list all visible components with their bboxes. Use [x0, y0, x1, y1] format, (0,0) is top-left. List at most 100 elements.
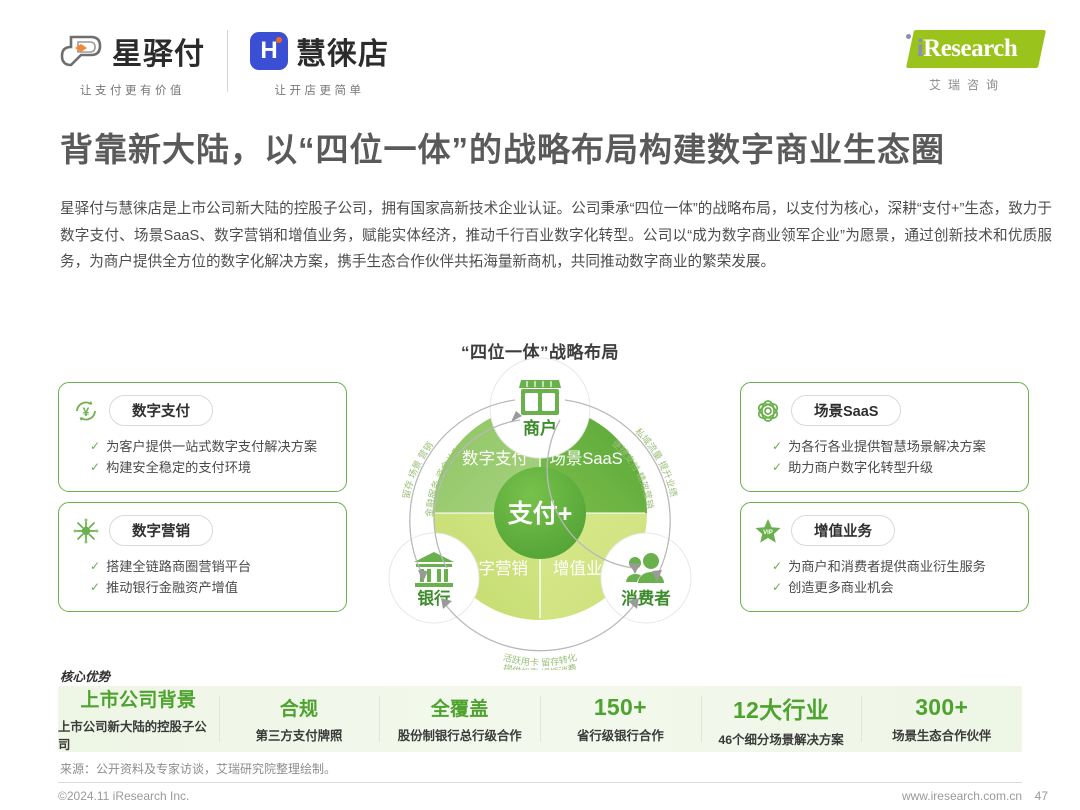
- card-bullet-list: ✓ 为商户和消费者提供商业衍生服务 ✓ 创造更多商业机会: [772, 556, 1015, 598]
- logo-accent-dot: [276, 37, 282, 43]
- stat-subtitle: 省行级银行合作: [576, 729, 664, 743]
- logo-divider: [227, 30, 228, 92]
- stat-value: 150+: [593, 694, 647, 720]
- stat-banks-150[interactable]: 150+ 省行级银行合作: [540, 686, 701, 752]
- check-icon: ✓: [90, 580, 101, 594]
- shop-icon: [519, 380, 561, 415]
- list-item: ✓ 搭建全链路商圈营销平台: [90, 556, 333, 577]
- bullet-text: 助力商户数字化转型升级: [788, 460, 934, 475]
- check-icon: ✓: [90, 439, 101, 453]
- list-item: ✓ 助力商户数字化转型升级: [772, 457, 1015, 478]
- stat-industries-12[interactable]: 12大行业 46个细分场景解决方案: [700, 686, 862, 752]
- check-icon: ✓: [772, 460, 783, 474]
- copyright-text: ©2024.11 iResearch Inc.: [58, 789, 190, 803]
- iresearch-i: i: [916, 35, 924, 62]
- bullet-text: 推动银行金融资产增值: [106, 580, 238, 595]
- stat-value: 上市公司背景: [80, 690, 197, 711]
- stat-partners-300[interactable]: 300+ 场景生态合作伙伴: [861, 686, 1022, 752]
- four-in-one-wheel: 数字支付 场景SaaS 数字营销 增值业务 支付+ 商户: [388, 357, 692, 670]
- core-advantages-section: 核心优势 上市公司背景 上市公司新大陆的控股子公司 合规 第三方支付牌照 全覆盖…: [58, 668, 1022, 752]
- bullet-text: 构建安全稳定的支付环境: [106, 460, 252, 475]
- arrow-heads: [418, 411, 662, 609]
- stat-subtitle: 场景生态合作伙伴: [892, 729, 992, 743]
- yuan-recycle-icon: ¥: [72, 397, 100, 425]
- stat-subtitle: 股份制银行总行级合作: [397, 729, 522, 743]
- core-advantages-label: 核心优势: [60, 670, 111, 684]
- card-header: 场景SaaS: [754, 395, 1015, 426]
- svg-text:¥: ¥: [83, 405, 90, 419]
- quadrant-label-scene-saas: 场景SaaS: [549, 449, 622, 468]
- brand-logos: 星驿付 让支付更有价值 H 慧徕店 让开店更简单: [60, 28, 389, 98]
- list-item: ✓ 为商户和消费者提供商业衍生服务: [772, 556, 1015, 577]
- brand-huilaidian: H 慧徕店 让开店更简单: [250, 28, 389, 98]
- diagram-title: “四位一体”战略布局: [461, 343, 619, 362]
- relationship-arrows: [409, 399, 671, 652]
- page-number: 47: [1034, 789, 1048, 803]
- brand-name: 星驿付: [112, 38, 205, 71]
- bullet-text: 为各行各业提供智慧场景解决方案: [788, 439, 986, 454]
- card-title: 场景SaaS: [791, 395, 902, 426]
- card-bullet-list: ✓ 为各行各业提供智慧场景解决方案 ✓ 助力商户数字化转型升级: [772, 436, 1015, 478]
- card-title: 数字支付: [109, 395, 213, 426]
- brand-star-pay: 星驿付 让支付更有价值: [60, 28, 205, 98]
- stat-compliance[interactable]: 合规 第三方支付牌照: [218, 686, 380, 752]
- card-bullet-list: ✓ 为客户提供一站式数字支付解决方案 ✓ 构建安全稳定的支付环境: [90, 436, 333, 478]
- feature-card-digital-payment[interactable]: ¥ 数字支付 ✓ 为客户提供一站式数字支付解决方案 ✓ 构建安全稳定的支付环境: [58, 382, 347, 492]
- list-item: ✓ 构建安全稳定的支付环境: [90, 457, 333, 478]
- list-item: ✓ 推动银行金融资产增值: [90, 577, 333, 598]
- feature-card-digital-marketing[interactable]: 数字营销 ✓ 搭建全链路商圈营销平台 ✓ 推动银行金融资产增值: [58, 502, 347, 612]
- feature-card-value-added[interactable]: VIP 增值业务 ✓ 为商户和消费者提供商业衍生服务 ✓ 创造更多商业机会: [740, 502, 1029, 612]
- card-bullet-list: ✓ 搭建全链路商圈营销平台 ✓ 推动银行金融资产增值: [90, 556, 333, 598]
- stat-listed-company[interactable]: 上市公司背景 上市公司新大陆的控股子公司: [58, 686, 219, 752]
- node-label-consumer: 消费者: [621, 588, 671, 608]
- intro-paragraph: 星驿付与慧徕店是上市公司新大陆的控股子公司，拥有国家高新技术企业认证。公司秉承“…: [60, 201, 1052, 270]
- stat-subtitle: 上市公司新大陆的控股子公司: [58, 720, 207, 752]
- wheel-core-label: 支付+: [508, 500, 573, 528]
- list-item: ✓ 为各行各业提供智慧场景解决方案: [772, 436, 1015, 457]
- feature-card-scene-saas[interactable]: 场景SaaS ✓ 为各行各业提供智慧场景解决方案 ✓ 助力商户数字化转型升级: [740, 382, 1029, 492]
- brand-name: 慧徕店: [296, 38, 389, 71]
- iresearch-badge: iResearch: [892, 30, 1047, 70]
- node-consumer[interactable]: 消费者: [600, 532, 692, 624]
- brand-tagline: 让开店更简单: [274, 85, 365, 97]
- check-icon: ✓: [772, 439, 783, 453]
- bullet-text: 为客户提供一站式数字支付解决方案: [106, 439, 318, 454]
- source-note: 来源：公开资料及专家访谈，艾瑞研究院整理绘制。: [60, 762, 337, 776]
- website-url: www.iresearch.com.cn: [901, 789, 1022, 803]
- footer-divider: [58, 782, 1022, 783]
- check-icon: ✓: [90, 460, 101, 474]
- stat-subtitle: 第三方支付牌照: [255, 729, 343, 743]
- wheel-core[interactable]: [494, 467, 586, 559]
- card-title: 增值业务: [791, 515, 895, 546]
- card-header: VIP 增值业务: [754, 515, 1015, 546]
- stats-bar: 上市公司背景 上市公司新大陆的控股子公司 合规 第三方支付牌照 全覆盖 股份制银…: [58, 686, 1022, 752]
- strategy-diagram: “四位一体”战略布局 ¥ 数字支付 ✓ 为客户提供一站式数字支付解决方案 ✓ 构建安…: [0, 330, 1080, 670]
- card-header: ¥ 数字支付: [72, 395, 333, 426]
- huilaidian-logo-icon: H: [250, 32, 288, 70]
- list-item: ✓ 为客户提供一站式数字支付解决方案: [90, 436, 333, 457]
- page-title: 背靠新大陆，以“四位一体”的战略布局构建数字商业生态圈: [60, 131, 945, 168]
- stat-full-coverage[interactable]: 全覆盖 股份制银行总行级合作: [379, 686, 540, 752]
- mark-letter: H: [260, 37, 278, 64]
- iresearch-wordmark: iResearch: [892, 30, 1042, 68]
- stat-value: 12大行业: [732, 696, 830, 723]
- stat-value: 300+: [915, 694, 969, 720]
- node-bank[interactable]: 银行: [388, 532, 480, 624]
- node-label-merchant: 商户: [523, 418, 557, 438]
- iresearch-logo: iResearch 艾瑞咨询: [892, 30, 1047, 93]
- node-merchant[interactable]: 商户: [489, 357, 591, 459]
- stat-value: 全覆盖: [430, 699, 489, 720]
- card-header: 数字营销: [72, 515, 333, 546]
- spark-burst-icon: [72, 517, 100, 545]
- iresearch-research: Research: [923, 35, 1018, 62]
- list-item: ✓ 创造更多商业机会: [772, 577, 1015, 598]
- check-icon: ✓: [90, 559, 101, 573]
- bullet-text: 为商户和消费者提供商业衍生服务: [788, 559, 986, 574]
- iresearch-i-dot: [906, 34, 911, 39]
- bullet-text: 搭建全链路商圈营销平台: [106, 559, 252, 574]
- bullet-text: 创造更多商业机会: [788, 580, 894, 595]
- atom-orbit-icon: [754, 397, 782, 425]
- brand-tagline: 让支付更有价值: [80, 85, 185, 97]
- iresearch-name-cn: 艾瑞咨询: [928, 78, 1005, 92]
- stat-subtitle: 46个细分场景解决方案: [718, 732, 844, 747]
